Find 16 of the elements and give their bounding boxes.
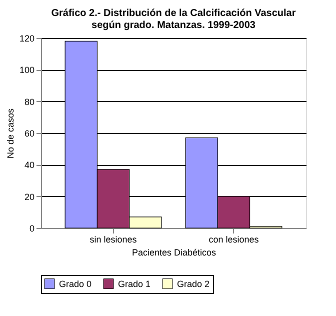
y-tick-label: 100 [19, 65, 34, 76]
y-tick-label: 40 [24, 160, 34, 170]
y-tick-label: 120 [19, 34, 34, 44]
y-tick-label: 80 [24, 96, 34, 107]
legend-label: Grado 1 [118, 278, 151, 289]
y-axis-title: No de casos [5, 108, 16, 159]
legend-label: Grado 2 [177, 278, 210, 289]
x-tick-label: sin lesiones [90, 234, 138, 244]
x-axis-title: Pacientes Diabéticos [132, 248, 217, 258]
x-tick-label: con lesiones [208, 234, 260, 244]
text: según grado. Matanzas. 1999-2003 [92, 20, 256, 31]
legend-label: Grado 0 [59, 278, 92, 289]
text: Gráfico 2.- Distribución de la Calcificación Vascular [51, 8, 296, 19]
y-tick-label: 60 [24, 128, 34, 138]
y-tick-label: 20 [24, 192, 34, 202]
y-tick-label: 0 [29, 224, 34, 234]
